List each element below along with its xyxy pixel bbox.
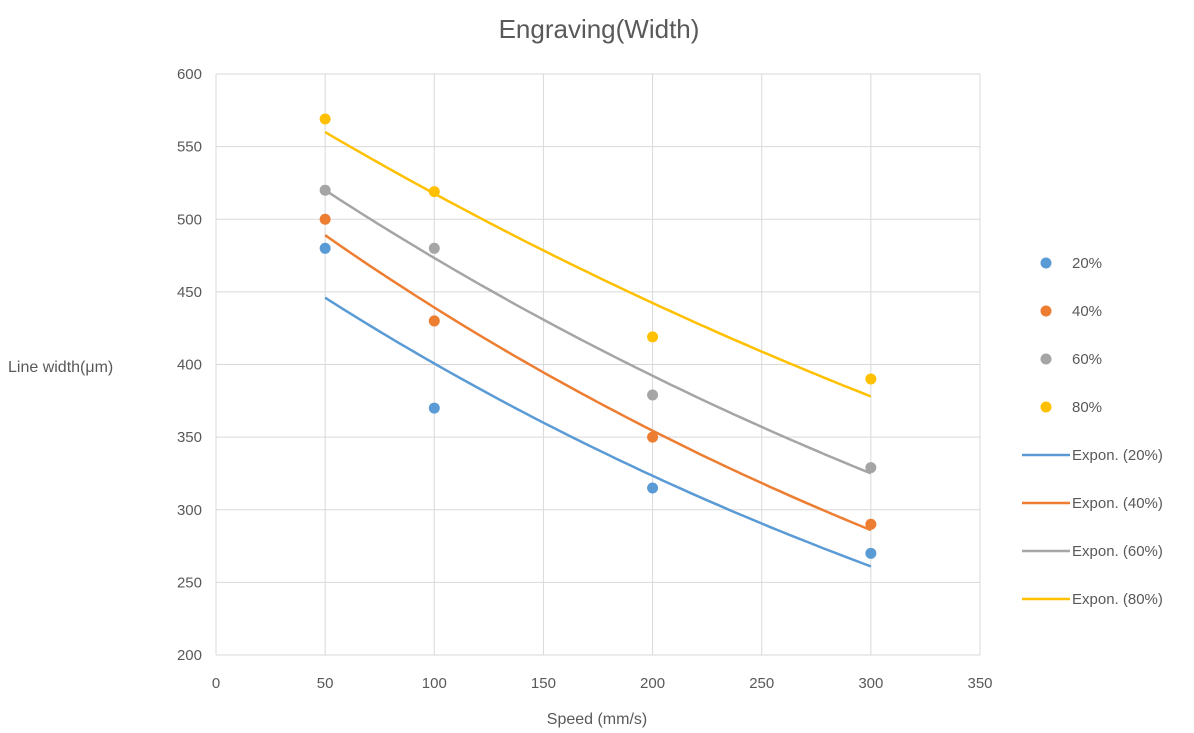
y-tick-label: 400 <box>177 357 202 374</box>
data-point <box>428 402 440 414</box>
x-tick-label: 250 <box>749 675 774 692</box>
data-point <box>319 113 331 125</box>
x-tick-labels: 0 50 100 150 200 250 300 350 <box>212 675 993 692</box>
y-tick-label: 500 <box>177 211 202 228</box>
x-axis-label: Speed (mm/s) <box>547 711 647 728</box>
y-tick-label: 250 <box>177 574 202 591</box>
data-point <box>647 431 659 443</box>
y-tick-label: 550 <box>177 139 202 156</box>
legend-marker <box>1040 257 1052 269</box>
y-tick-label: 300 <box>177 502 202 519</box>
trendline <box>324 234 872 532</box>
x-tick-label: 50 <box>317 675 334 692</box>
legend: 20% 40% 60% 80% Expon. (20%) Expon. (40%) Expo… <box>1022 255 1163 608</box>
legend-marker <box>1040 401 1052 413</box>
x-tick-label: 300 <box>858 675 883 692</box>
y-tick-labels: 200 250 300 350 400 450 500 550 600 <box>177 66 202 664</box>
data-point <box>647 389 659 401</box>
trendline <box>324 296 872 568</box>
legend-label: Expon. (80%) <box>1072 591 1163 608</box>
x-tick-label: 200 <box>640 675 665 692</box>
data-point <box>647 331 659 343</box>
data-point <box>647 482 659 494</box>
trendlines <box>324 131 872 568</box>
data-point <box>865 462 877 474</box>
x-tick-label: 150 <box>531 675 556 692</box>
y-tick-label: 350 <box>177 429 202 446</box>
data-points <box>319 113 877 559</box>
data-point <box>428 315 440 327</box>
y-tick-label: 450 <box>177 284 202 301</box>
y-tick-label: 600 <box>177 66 202 83</box>
data-point <box>319 242 331 254</box>
legend-label: 80% <box>1072 399 1102 416</box>
data-point <box>319 213 331 225</box>
trendline <box>324 189 872 475</box>
legend-label: Expon. (20%) <box>1072 447 1163 464</box>
legend-label: 20% <box>1072 255 1102 272</box>
x-tick-label: 100 <box>422 675 447 692</box>
data-point <box>865 373 877 385</box>
grid <box>215 73 981 656</box>
data-point <box>428 242 440 254</box>
data-point <box>865 518 877 530</box>
legend-label: 40% <box>1072 303 1102 320</box>
legend-label: Expon. (60%) <box>1072 543 1163 560</box>
legend-label: Expon. (40%) <box>1072 495 1163 512</box>
legend-marker <box>1040 353 1052 365</box>
legend-marker <box>1040 305 1052 317</box>
x-tick-label: 350 <box>967 675 992 692</box>
legend-label: 60% <box>1072 351 1102 368</box>
x-tick-label: 0 <box>212 675 220 692</box>
data-point <box>865 547 877 559</box>
trendline <box>324 131 872 398</box>
data-point <box>319 184 331 196</box>
y-axis-label: Line width(μm) <box>8 359 113 376</box>
data-point <box>428 186 440 198</box>
y-tick-label: 200 <box>177 647 202 664</box>
chart-title: Engraving(Width) <box>499 14 700 44</box>
